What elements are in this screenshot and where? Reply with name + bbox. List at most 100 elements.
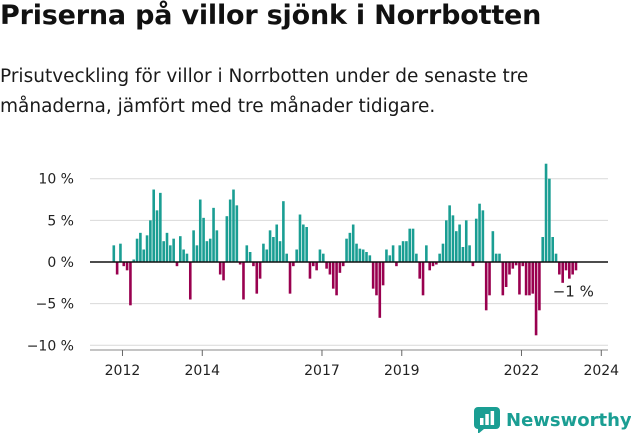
bar	[288, 262, 292, 294]
bar	[331, 262, 335, 289]
bar	[242, 262, 245, 300]
bar	[139, 232, 142, 262]
bar	[195, 245, 199, 262]
bar	[321, 253, 325, 262]
bar	[255, 262, 259, 294]
bar	[498, 253, 501, 262]
bar	[125, 262, 129, 271]
bar	[152, 189, 155, 262]
chart-gridlines	[90, 178, 608, 346]
bar	[375, 262, 378, 296]
y-tick-label: −10 %	[27, 338, 74, 354]
bar	[305, 227, 308, 262]
bar	[411, 228, 415, 262]
x-axis: 2012 2014 2017 2019 2022 2024	[90, 349, 619, 379]
bar	[508, 262, 511, 275]
bar	[245, 245, 249, 262]
bar	[378, 262, 382, 318]
bar	[391, 245, 395, 262]
bar	[252, 262, 255, 267]
bar	[464, 220, 468, 262]
bar	[225, 216, 229, 262]
bar	[258, 262, 262, 279]
bar	[458, 224, 461, 262]
bar	[345, 238, 348, 262]
bar	[488, 262, 491, 296]
bar	[318, 249, 322, 262]
bar	[328, 262, 332, 275]
bar	[192, 230, 195, 262]
y-tick-label: 10 %	[38, 172, 74, 188]
bar	[531, 262, 535, 294]
bar	[381, 262, 385, 286]
bar	[524, 262, 528, 296]
bar	[494, 253, 498, 262]
bar	[172, 238, 175, 262]
bar	[285, 253, 288, 262]
bar	[474, 218, 478, 262]
bar	[215, 230, 219, 262]
bar	[295, 249, 298, 262]
x-tick-label: 2014	[184, 363, 220, 379]
bar	[538, 262, 541, 311]
bar	[388, 255, 392, 262]
bar	[182, 249, 185, 262]
bar	[401, 241, 405, 262]
y-tick-label: −5 %	[36, 297, 74, 313]
bar	[398, 245, 402, 262]
bar	[308, 262, 312, 279]
bar	[315, 262, 318, 271]
bar	[228, 199, 232, 263]
bar	[371, 262, 375, 289]
bar	[408, 228, 412, 262]
bar	[541, 237, 545, 262]
brand-name: Newsworthy	[506, 409, 631, 431]
bar	[272, 237, 275, 262]
bar	[561, 262, 564, 283]
bar	[484, 262, 488, 311]
bar	[338, 262, 342, 273]
bar	[551, 237, 554, 262]
bar	[385, 249, 388, 262]
bar	[471, 262, 475, 267]
y-axis-labels: 10 % 5 % 0 % −5 % −10 %	[27, 172, 74, 355]
bar	[518, 262, 521, 295]
bar	[278, 241, 282, 262]
bar	[415, 253, 418, 262]
bar	[282, 201, 285, 262]
bar	[175, 262, 179, 267]
bar	[514, 262, 518, 266]
bar	[335, 262, 338, 296]
page-title: Priserna på villor sjönk i Norrbotten	[0, 0, 542, 31]
bar	[179, 236, 182, 262]
bar	[454, 231, 458, 262]
bar	[198, 199, 202, 263]
bar	[501, 262, 505, 296]
bar	[511, 262, 515, 269]
newsworthy-logo: Newsworthy	[474, 407, 631, 433]
bar	[441, 243, 445, 262]
bar	[132, 259, 136, 262]
bar	[351, 224, 355, 262]
bar	[145, 235, 149, 262]
y-tick-label: 5 %	[47, 213, 74, 229]
bar	[248, 252, 252, 262]
bar	[188, 262, 192, 300]
bar	[212, 207, 215, 262]
bar	[298, 214, 302, 262]
bar	[558, 262, 561, 275]
bar	[208, 238, 212, 262]
bar	[481, 210, 485, 262]
bar	[365, 252, 368, 262]
bar	[405, 241, 408, 262]
bar	[325, 262, 328, 269]
bar	[238, 262, 242, 265]
bar	[418, 262, 421, 279]
bar	[292, 262, 295, 267]
bar	[451, 215, 455, 262]
bar	[268, 230, 272, 262]
bar	[119, 243, 122, 262]
bar	[222, 262, 225, 281]
bar	[368, 255, 372, 262]
bar	[275, 224, 279, 262]
